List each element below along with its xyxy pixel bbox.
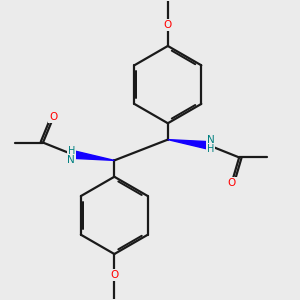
Text: O: O	[164, 20, 172, 30]
Text: N: N	[207, 135, 215, 145]
Text: O: O	[49, 112, 58, 122]
Text: H: H	[68, 146, 75, 156]
Text: O: O	[228, 178, 236, 188]
Polygon shape	[168, 140, 210, 149]
Text: N: N	[68, 155, 75, 165]
Text: H: H	[207, 144, 214, 154]
Polygon shape	[72, 151, 114, 160]
Text: O: O	[110, 270, 118, 280]
